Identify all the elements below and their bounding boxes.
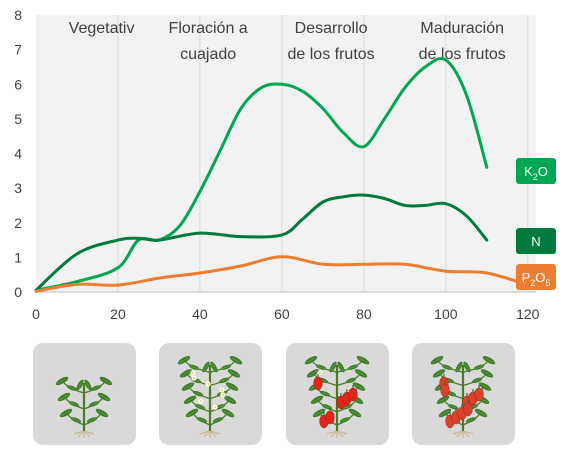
y-tick-label: 1 <box>14 249 22 265</box>
series-line-n <box>34 193 489 292</box>
y-tick-label: 2 <box>14 215 22 231</box>
plot-background <box>36 15 536 292</box>
y-tick-label: 6 <box>14 76 22 92</box>
y-tick-label: 8 <box>14 7 22 23</box>
plant-fruit-development-icon <box>304 356 370 438</box>
stage-label: Floración a <box>169 20 248 37</box>
y-tick-label: 7 <box>14 42 22 58</box>
x-tick-label: 80 <box>356 306 372 322</box>
y-tick-label: 5 <box>14 111 22 127</box>
plant-card-fruit-development <box>286 343 389 445</box>
stage-label: cuajado <box>180 46 236 63</box>
x-tick-label: 120 <box>516 306 540 322</box>
plant-maturation-icon <box>430 356 496 438</box>
x-tick-label: 100 <box>434 306 458 322</box>
stage-label: de los frutos <box>419 46 506 63</box>
stage-label: Desarrollo <box>295 20 368 37</box>
legend-badge-p2o5 <box>516 264 556 290</box>
legend-badge-k2o <box>516 158 556 184</box>
y-axis-ticks: 0 1 2 3 4 5 6 7 8 <box>14 7 22 300</box>
legend-label-p2o5: P2O5 <box>522 270 551 288</box>
y-tick-label: 0 <box>14 284 22 300</box>
stage-label: Vegetativ <box>69 20 135 37</box>
plant-card-vegetative <box>33 343 136 445</box>
y-tick-label: 3 <box>14 180 22 196</box>
stage-labels: Vegetativ Floración a cuajado Desarrollo de … <box>69 20 506 63</box>
x-axis-ticks: 0 20 40 60 80 100 120 <box>32 306 540 322</box>
plant-card-flowering <box>159 343 262 445</box>
nutrient-uptake-chart: 0 1 2 3 4 5 6 7 8 0 20 40 60 80 100 120 Vegetativ Flora… <box>14 7 556 322</box>
series-lines <box>34 57 530 293</box>
x-tick-label: 0 <box>32 306 40 322</box>
plant-flowering-icon <box>177 356 243 438</box>
legend-label-n: N <box>531 234 540 249</box>
legend-label-k2o: K2O <box>524 164 548 182</box>
plant-vegetative-icon <box>55 376 113 438</box>
x-tick-label: 60 <box>274 306 290 322</box>
series-line-p2o5 <box>34 255 530 293</box>
plant-card-maturation <box>412 343 515 445</box>
x-tick-label: 40 <box>192 306 208 322</box>
x-tick-label: 20 <box>110 306 126 322</box>
stage-label: de los frutos <box>288 46 375 63</box>
series-legend: K2O N P2O5 <box>516 158 556 290</box>
legend-badge-n <box>516 228 556 254</box>
stage-label: Maduración <box>420 20 504 37</box>
y-tick-label: 4 <box>14 146 22 162</box>
